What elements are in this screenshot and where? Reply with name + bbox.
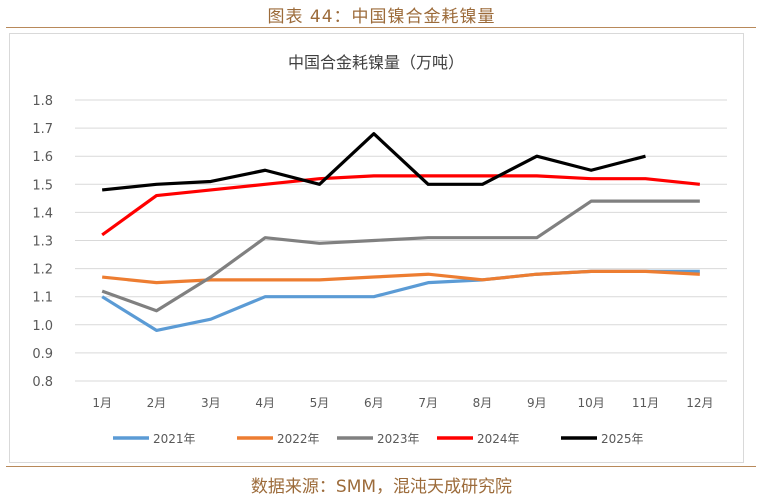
chart-frame: [9, 33, 744, 463]
y-tick-label: 1.4: [32, 206, 53, 221]
legend-label: 2022年: [277, 432, 320, 446]
x-tick-label: 11月: [632, 396, 659, 410]
series-line-2023年: [101, 199, 700, 313]
y-tick-label: 1.7: [32, 122, 53, 137]
series-line-2025年: [102, 132, 646, 192]
series-line-2022年: [102, 269, 700, 285]
x-tick-label: 4月: [255, 396, 275, 410]
legend-label: 2021年: [153, 432, 196, 446]
y-tick-label: 1.5: [32, 178, 53, 193]
top-rule: [6, 27, 756, 28]
x-tick-label: 2月: [147, 396, 167, 410]
y-tick-label: 1.6: [32, 150, 53, 165]
x-tick-label: 9月: [527, 396, 547, 410]
figure-title: 图表 44：中国镍合金耗镍量: [267, 7, 496, 27]
y-tick-label: 1.1: [32, 291, 53, 306]
y-tick-label: 1.0: [32, 319, 53, 334]
y-tick-label: 0.8: [32, 375, 53, 390]
bottom-rule: [6, 466, 756, 467]
chart-title: 中国合金耗镍量（万吨）: [288, 53, 464, 72]
x-tick-label: 3月: [201, 396, 221, 410]
y-tick-label: 1.3: [32, 235, 53, 250]
x-tick-label: 12月: [686, 396, 713, 410]
x-tick-label: 5月: [310, 396, 330, 410]
legend-label: 2023年: [377, 432, 420, 446]
legend-label: 2025年: [601, 432, 644, 446]
x-tick-label: 7月: [418, 396, 438, 410]
x-tick-label: 6月: [364, 396, 384, 410]
series-line-2024年: [101, 174, 700, 237]
y-tick-label: 1.8: [32, 94, 53, 109]
legend-label: 2024年: [477, 432, 520, 446]
x-tick-label: 8月: [473, 396, 493, 410]
source-note: 数据来源：SMM，混沌天成研究院: [250, 477, 513, 497]
x-tick-label: 10月: [578, 396, 605, 410]
y-tick-label: 0.9: [32, 347, 53, 362]
x-tick-label: 1月: [92, 396, 112, 410]
y-tick-label: 1.2: [32, 263, 53, 278]
